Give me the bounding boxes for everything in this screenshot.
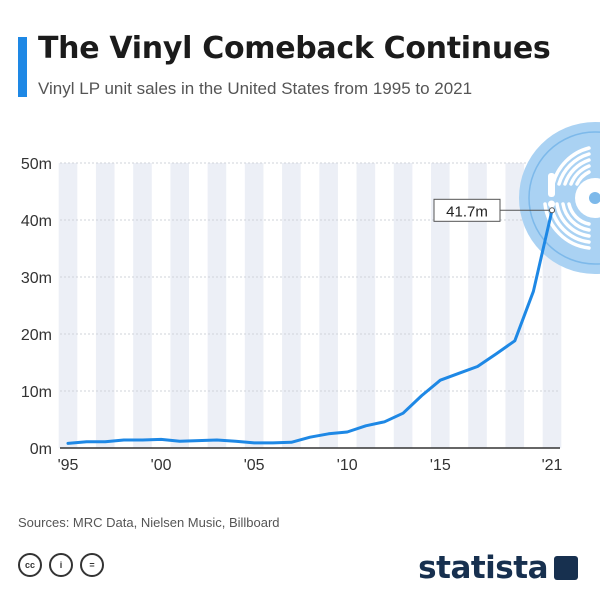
license-icons: cc i = bbox=[18, 553, 104, 577]
x-tick-label: '21 bbox=[542, 457, 563, 474]
x-tick-label: '10 bbox=[337, 457, 358, 474]
source-note: Sources: MRC Data, Nielsen Music, Billbo… bbox=[18, 515, 280, 530]
record-highlight bbox=[569, 164, 591, 186]
year-band bbox=[58, 163, 78, 448]
year-bands bbox=[58, 163, 562, 448]
gridlines bbox=[60, 162, 560, 449]
year-band bbox=[282, 163, 301, 448]
record-highlight bbox=[557, 152, 591, 186]
x-tick-label: '05 bbox=[244, 457, 265, 474]
series-line bbox=[66, 208, 554, 445]
attribution-icon[interactable]: i bbox=[49, 553, 73, 577]
page-title: The Vinyl Comeback Continues bbox=[38, 31, 551, 66]
year-band bbox=[207, 163, 227, 448]
y-tick-label: 0m bbox=[30, 441, 52, 458]
x-axis-tick-labels: '95 '00 '05 '10 '15 '21 bbox=[58, 457, 563, 474]
annotation-point bbox=[549, 207, 555, 214]
year-band bbox=[95, 163, 115, 448]
y-tick-label: 10m bbox=[21, 384, 52, 401]
y-tick-label: 30m bbox=[21, 270, 52, 287]
year-band bbox=[244, 163, 264, 448]
record-highlight bbox=[555, 202, 591, 238]
record-highlight bbox=[563, 158, 591, 186]
year-band bbox=[393, 163, 413, 448]
creative-commons-icon[interactable]: cc bbox=[18, 553, 42, 577]
record-highlight bbox=[567, 202, 591, 226]
statista-logo-mark-icon bbox=[554, 556, 578, 580]
x-tick-label: '00 bbox=[151, 457, 172, 474]
y-tick-label: 50m bbox=[21, 156, 52, 173]
no-derivatives-icon[interactable]: = bbox=[80, 553, 104, 577]
x-tick-label: '15 bbox=[430, 457, 451, 474]
page-subtitle: Vinyl LP unit sales in the United States… bbox=[38, 79, 473, 98]
record-groove bbox=[528, 131, 600, 265]
year-band bbox=[319, 163, 338, 448]
y-tick-label: 20m bbox=[21, 327, 52, 344]
x-tick-label: '95 bbox=[58, 457, 79, 474]
year-band bbox=[505, 163, 525, 448]
record-spindle bbox=[589, 192, 600, 204]
record-label bbox=[575, 178, 600, 218]
statista-logo[interactable]: statista bbox=[418, 550, 578, 586]
record-exclamation-bar bbox=[548, 173, 555, 197]
y-tick-label: 40m bbox=[21, 213, 52, 230]
annotation-label: 41.7m bbox=[446, 203, 488, 220]
annotation-group: 41.7m bbox=[433, 198, 555, 222]
title-accent-bar bbox=[18, 37, 27, 97]
year-band bbox=[356, 163, 376, 448]
series-line-group bbox=[66, 208, 554, 445]
y-axis-tick-labels: 0m 10m 20m 30m 40m 50m bbox=[21, 156, 52, 458]
record-highlight bbox=[575, 170, 591, 186]
record-highlight bbox=[561, 202, 591, 232]
record-exclamation-dot bbox=[548, 200, 555, 208]
year-band bbox=[170, 163, 189, 448]
year-band bbox=[431, 163, 450, 448]
statista-logo-text: statista bbox=[418, 550, 548, 586]
vinyl-record-illustration bbox=[519, 122, 600, 274]
annotation-box bbox=[433, 198, 501, 222]
record-highlight bbox=[543, 202, 591, 250]
year-band bbox=[133, 163, 152, 448]
record-disc bbox=[519, 122, 600, 274]
year-band bbox=[468, 163, 487, 448]
